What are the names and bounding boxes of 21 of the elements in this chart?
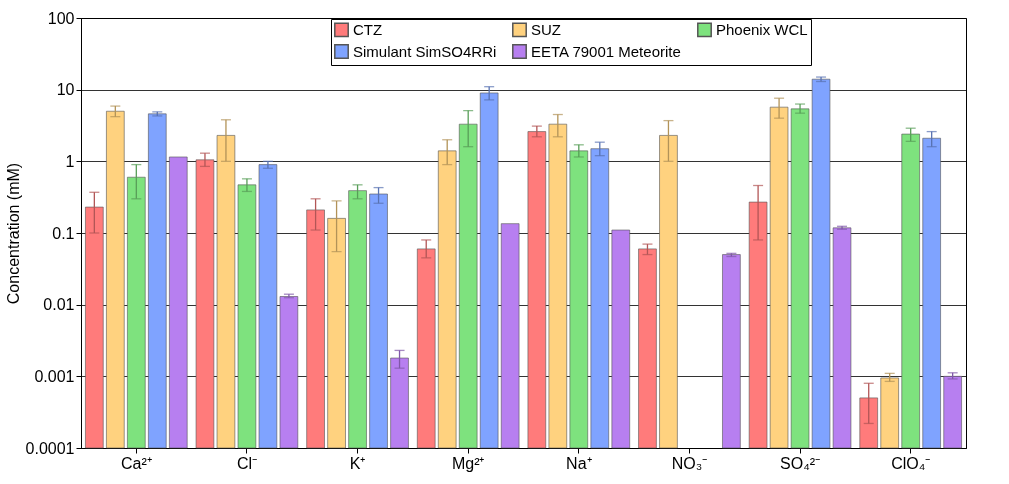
x-tick-label: ClO₄⁻ <box>891 454 931 472</box>
y-tick-label: 100 <box>47 9 75 27</box>
x-tick-label: Mg²⁺ <box>451 454 485 472</box>
x-tick-label: Na⁺ <box>566 454 592 472</box>
x-tick-label: K⁺ <box>349 454 366 472</box>
y-tick-label: 0.01 <box>43 296 75 314</box>
legend-label: Simulant SimSO4RRi <box>353 42 497 60</box>
y-axis-title: Concentration (mM) <box>4 162 22 305</box>
y-tick-label: 0.1 <box>52 224 75 242</box>
legend-label: CTZ <box>353 20 383 38</box>
legend-label: Phoenix WCL <box>716 20 808 38</box>
legend-label: EETA 79001 Meteorite <box>531 42 681 60</box>
y-tick-label: 0.0001 <box>25 439 75 457</box>
x-tick-label: SO₄²⁻ <box>780 454 821 472</box>
y-tick-label: 10 <box>56 81 75 99</box>
y-tick-label: 0.001 <box>34 367 75 385</box>
x-tick-label: Cl⁻ <box>236 454 257 472</box>
x-tick-label: NO₃⁻ <box>671 454 708 472</box>
legend-label: SUZ <box>531 20 561 38</box>
y-tick-label: 1 <box>65 152 75 170</box>
x-tick-label: Ca²⁺ <box>120 454 152 472</box>
